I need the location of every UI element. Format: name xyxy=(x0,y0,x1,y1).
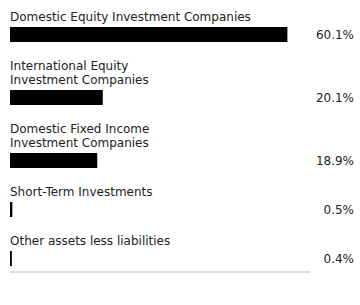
bar xyxy=(10,90,103,105)
chart: Domestic Equity Investment Companies 60.1… xyxy=(0,0,360,305)
x-axis-line xyxy=(10,272,310,273)
labels: Domestic Equity Investment Companies 60.1… xyxy=(10,10,354,266)
data-label: 18.9% xyxy=(316,154,354,168)
data-label: 0.4% xyxy=(324,252,355,266)
bar xyxy=(10,153,97,168)
bar xyxy=(10,202,12,217)
category-label: Domestic Equity Investment Companies xyxy=(10,10,251,24)
category-label: International EquityInvestment Companies xyxy=(10,59,149,87)
chart-container: Domestic Equity Investment Companies 60.1… xyxy=(0,0,360,305)
bar xyxy=(10,27,287,42)
data-label: 20.1% xyxy=(316,91,354,105)
data-label: 60.1% xyxy=(316,28,354,42)
category-label: Other assets less liabilities xyxy=(10,234,170,248)
category-label: Short-Term Investments xyxy=(10,185,153,199)
data-label: 0.5% xyxy=(324,203,355,217)
bar xyxy=(10,251,12,266)
category-label: Domestic Fixed IncomeInvestment Companie… xyxy=(10,122,149,150)
bars xyxy=(10,27,287,266)
